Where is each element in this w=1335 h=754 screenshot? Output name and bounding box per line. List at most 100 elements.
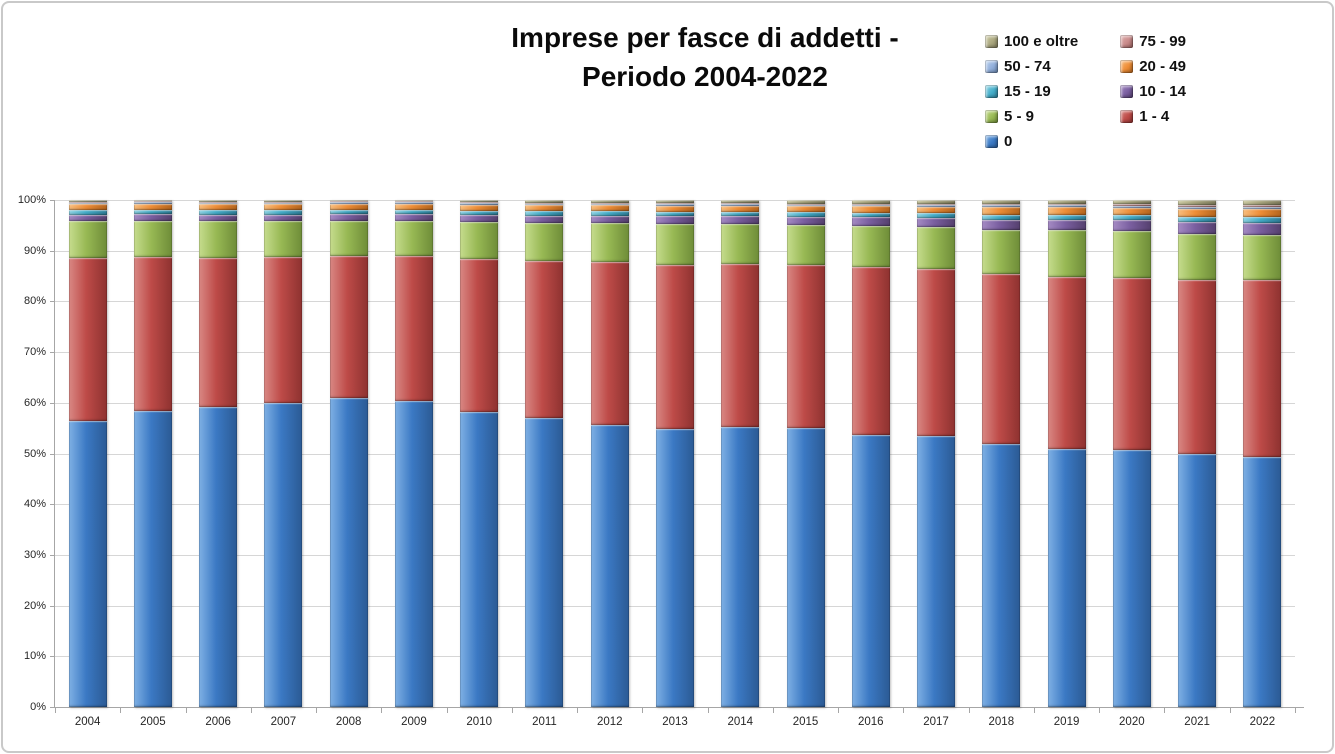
bar-segment-5-9 <box>721 223 760 264</box>
bar-segment-100eoltre <box>460 200 499 203</box>
x-axis-tick <box>772 708 774 713</box>
legend-item: 75 - 99 <box>1120 32 1186 51</box>
x-axis-tick <box>446 708 448 713</box>
x-axis-tick <box>577 708 579 713</box>
bar-segment-10-14 <box>917 217 956 227</box>
x-axis-tick <box>1099 708 1101 713</box>
x-axis-label: 2021 <box>1184 716 1210 728</box>
x-axis-label: 2020 <box>1119 716 1145 728</box>
bar-segment-75-99 <box>786 203 825 205</box>
bar-segment-20-49 <box>1047 207 1086 215</box>
bar-segment-20-49 <box>460 204 499 211</box>
x-axis-tick <box>707 708 709 713</box>
bar-segment-75-99 <box>982 203 1021 206</box>
bar-segment-50-74 <box>917 205 956 207</box>
y-axis-tick <box>50 656 55 658</box>
y-axis-label: 70% <box>23 346 46 359</box>
legend-column: 100 e oltre 50 - 74 15 - 19 5 - 9 0 <box>985 32 1078 151</box>
bar-segment-100eoltre <box>394 200 433 201</box>
bar-segment-75-99 <box>133 201 172 202</box>
bar-segment-75-99 <box>460 202 499 204</box>
bar-segment-75-99 <box>1047 203 1086 206</box>
bar-segment-50-74 <box>1047 205 1086 208</box>
y-axis-tick <box>50 707 55 708</box>
bar-segment-15-19 <box>394 209 433 215</box>
legend-item: 5 - 9 <box>985 107 1078 126</box>
legend-color-swatch <box>985 60 998 73</box>
bar-segment-15-19 <box>1243 217 1282 223</box>
bar-segment-10-14 <box>133 214 172 221</box>
bar-segment-15-19 <box>851 212 890 218</box>
bar-segment-10-14 <box>982 219 1021 230</box>
bar-segment-0 <box>721 426 760 707</box>
chart-title: Imprese per fasce di addetti - Periodo 2… <box>405 18 1005 96</box>
y-axis-tick <box>50 250 55 252</box>
bar-segment-100eoltre <box>264 200 303 202</box>
bar-2012 <box>590 200 629 707</box>
x-axis-tick <box>316 708 318 713</box>
bar-segment-100eoltre <box>1243 200 1282 206</box>
bar-2018 <box>982 200 1021 707</box>
bar-segment-20-49 <box>851 206 890 213</box>
bar-segment-100eoltre <box>525 200 564 203</box>
bar-segment-50-74 <box>199 202 238 205</box>
bar-segment-20-49 <box>1112 207 1151 216</box>
bar-segment-5-9 <box>1047 230 1086 278</box>
legend-label: 1 - 4 <box>1139 108 1170 125</box>
legend-label: 75 - 99 <box>1139 33 1186 50</box>
bar-2020 <box>1112 200 1151 707</box>
bar-segment-0 <box>1047 449 1086 707</box>
bar-segment-1-4 <box>199 257 238 408</box>
bar-2016 <box>851 200 890 707</box>
bar-segment-0 <box>199 407 238 707</box>
bar-segment-5-9 <box>1178 234 1217 280</box>
bar-segment-5-9 <box>656 223 694 265</box>
bar-segment-20-49 <box>199 204 238 211</box>
legend-item: 10 - 14 <box>1120 82 1186 101</box>
bar-segment-15-19 <box>1112 215 1151 221</box>
legend-item: 100 e oltre <box>985 32 1078 51</box>
bar-segment-75-99 <box>1243 205 1282 207</box>
legend-item: 1 - 4 <box>1120 107 1186 126</box>
legend-item: 15 - 19 <box>985 82 1078 101</box>
x-axis-tick <box>55 708 56 713</box>
bar-segment-10-14 <box>329 214 368 221</box>
legend-label: 100 e oltre <box>1004 33 1079 50</box>
legend-item: 50 - 74 <box>985 57 1078 76</box>
chart-title-line-2: Periodo 2004-2022 <box>582 61 828 92</box>
bar-segment-50-74 <box>1243 206 1282 210</box>
bar-segment-50-74 <box>394 202 433 204</box>
bar-segment-10-14 <box>460 215 499 223</box>
bar-segment-100eoltre <box>133 200 172 201</box>
bar-segment-1-4 <box>264 256 303 404</box>
bar-segment-10-14 <box>68 214 107 222</box>
y-axis-label: 10% <box>23 650 46 663</box>
x-axis-label: 2019 <box>1053 716 1080 728</box>
bar-segment-20-49 <box>590 205 629 212</box>
bar-segment-20-49 <box>68 204 107 211</box>
bar-segment-5-9 <box>394 220 433 257</box>
bar-segment-15-19 <box>917 213 956 218</box>
bar-2006 <box>199 200 238 707</box>
x-axis-label: 2014 <box>727 716 754 728</box>
bar-segment-1-4 <box>1178 279 1217 454</box>
x-axis-label: 2006 <box>205 716 231 728</box>
bar-segment-5-9 <box>329 220 368 256</box>
bar-segment-50-74 <box>460 203 499 205</box>
bar-segment-0 <box>917 435 956 707</box>
bar-segment-75-99 <box>329 201 368 202</box>
bar-segment-100eoltre <box>199 200 238 202</box>
y-axis-label: 20% <box>23 599 46 612</box>
bar-segment-100eoltre <box>1047 200 1086 204</box>
legend-item: 20 - 49 <box>1120 57 1186 76</box>
x-axis-tick <box>250 708 252 713</box>
y-axis-tick <box>50 352 55 354</box>
bar-segment-0 <box>525 418 564 707</box>
bar-segment-50-74 <box>851 204 890 207</box>
bar-segment-10-14 <box>786 216 825 225</box>
bar-segment-15-19 <box>264 210 303 215</box>
y-axis-label: 100% <box>17 194 46 206</box>
y-axis-label: 0% <box>30 701 46 713</box>
bar-segment-75-99 <box>264 201 303 203</box>
